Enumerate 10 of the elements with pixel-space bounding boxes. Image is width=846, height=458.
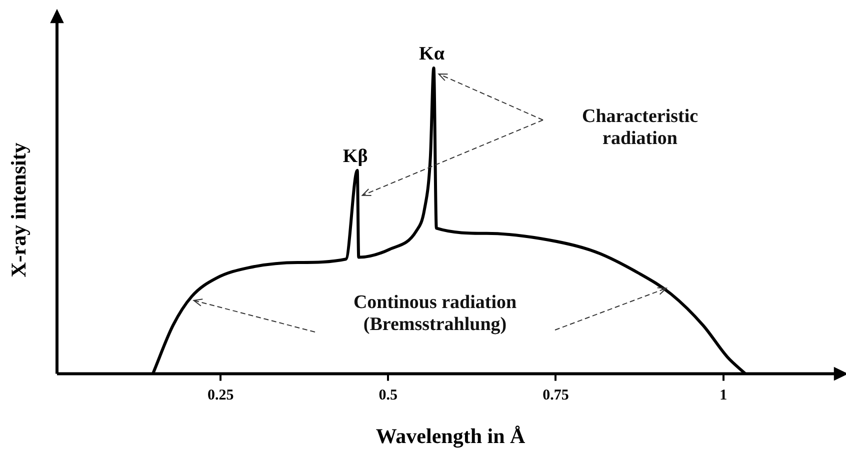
annotation: Continous radiation (Bremsstrahlung) xyxy=(352,292,518,336)
annotation: Characteristic radiation xyxy=(580,106,700,150)
x-tick-label: 1 xyxy=(720,388,728,404)
x-tick-label: 0.5 xyxy=(378,388,398,404)
x-tick-label: 0.25 xyxy=(207,388,234,404)
annotation: Kβ xyxy=(342,146,368,167)
y-axis-title: X-ray intensity xyxy=(6,142,32,278)
x-tick-label: 0.75 xyxy=(542,388,569,404)
x-axis-title: Wavelength in Å xyxy=(376,424,526,448)
annotation: Kα xyxy=(419,43,445,64)
